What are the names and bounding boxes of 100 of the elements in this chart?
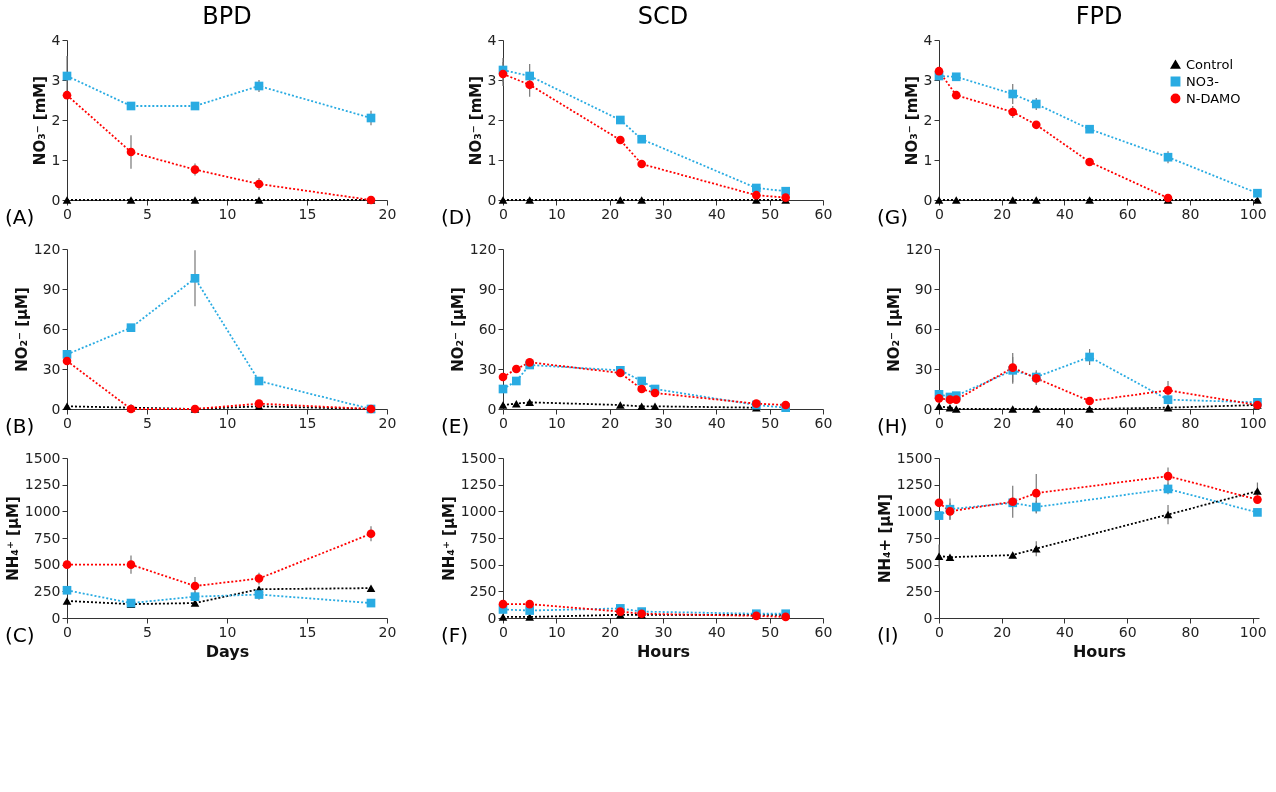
y-axis-title: NH₄+ [µM] bbox=[875, 493, 894, 584]
x-tick-label: 5 bbox=[143, 414, 152, 431]
text: (D) bbox=[441, 205, 473, 229]
x-tick-label: 60 bbox=[1118, 205, 1137, 222]
y-tick-label: 1000 bbox=[460, 502, 497, 519]
y-tick-label: 0 bbox=[487, 191, 497, 208]
chart-title: BPD bbox=[202, 2, 252, 30]
y-tick-label: 1250 bbox=[24, 476, 61, 493]
x-tick-label: 40 bbox=[1056, 623, 1074, 640]
y-axis-title: NH₄⁺ [µM] bbox=[3, 496, 22, 581]
x-tick-label: 60 bbox=[1118, 414, 1137, 431]
x-tick-label: 30 bbox=[654, 205, 673, 222]
y-tick-label: 60 bbox=[42, 320, 61, 337]
y-tick-label: 250 bbox=[905, 582, 933, 599]
x-tick-label: 60 bbox=[814, 205, 833, 222]
y-tick-label: 750 bbox=[905, 529, 933, 546]
x-axis-title: Hours bbox=[636, 641, 691, 661]
legend-label: N-DAMO bbox=[1186, 90, 1241, 106]
x-tick-label: 50 bbox=[761, 414, 780, 431]
x-tick-label: 20 bbox=[378, 205, 397, 222]
chart-title: FPD bbox=[1075, 2, 1123, 30]
y-tick-label: 0 bbox=[487, 609, 497, 626]
y-tick-label: 120 bbox=[905, 240, 933, 257]
y-tick-label: 0 bbox=[487, 400, 497, 417]
x-axis-title: Days bbox=[205, 641, 250, 661]
y-tick-label: 1000 bbox=[24, 502, 61, 519]
y-tick-label: 1250 bbox=[896, 476, 933, 493]
x-tick-label: 20 bbox=[993, 623, 1012, 640]
x-tick-label: 40 bbox=[1056, 414, 1074, 431]
x-axis-title: Hours bbox=[1072, 641, 1127, 661]
y-axis-title: NO₂⁻ [µM] bbox=[12, 287, 31, 372]
y-tick-label: 250 bbox=[33, 582, 61, 599]
text: (H) bbox=[877, 414, 908, 438]
x-tick-label: 100 bbox=[1239, 414, 1267, 431]
x-tick-label: 10 bbox=[547, 623, 566, 640]
x-tick-label: 10 bbox=[547, 414, 566, 431]
x-tick-label: 10 bbox=[218, 414, 237, 431]
x-tick-label: 20 bbox=[601, 623, 620, 640]
x-tick-label: 0 bbox=[63, 623, 72, 640]
y-tick-label: 3 bbox=[923, 71, 933, 88]
text: (B) bbox=[5, 414, 35, 438]
x-tick-label: 0 bbox=[63, 414, 72, 431]
y-axis-title: NO₃⁻ [mM] bbox=[30, 75, 49, 166]
y-axis-title: NH₄⁺ [µM] bbox=[439, 496, 458, 581]
y-tick-label: 0 bbox=[923, 609, 933, 626]
y-tick-label: 4 bbox=[487, 31, 497, 48]
x-tick-label: 80 bbox=[1181, 414, 1200, 431]
y-tick-label: 1000 bbox=[896, 502, 933, 519]
y-tick-label: 1 bbox=[487, 151, 497, 168]
x-tick-label: 20 bbox=[378, 623, 397, 640]
y-tick-label: 30 bbox=[478, 360, 497, 377]
x-tick-label: 0 bbox=[935, 205, 944, 222]
x-tick-label: 40 bbox=[1056, 205, 1074, 222]
y-tick-label: 2 bbox=[51, 111, 61, 128]
y-tick-label: 60 bbox=[478, 320, 497, 337]
y-tick-label: 1 bbox=[51, 151, 61, 168]
x-tick-label: 15 bbox=[298, 414, 317, 431]
y-tick-label: 4 bbox=[51, 31, 61, 48]
y-axis-title: NO₂⁻ [µM] bbox=[448, 287, 467, 372]
x-tick-label: 10 bbox=[218, 205, 237, 222]
y-tick-label: 60 bbox=[914, 320, 933, 337]
text: (F) bbox=[441, 623, 469, 647]
x-tick-label: 100 bbox=[1239, 623, 1267, 640]
x-tick-label: 20 bbox=[601, 414, 620, 431]
y-tick-label: 30 bbox=[42, 360, 61, 377]
y-tick-label: 2 bbox=[487, 111, 497, 128]
y-axis-title: NO₃⁻ [mM] bbox=[902, 75, 921, 166]
x-tick-label: 40 bbox=[707, 623, 726, 640]
y-tick-label: 4 bbox=[923, 31, 933, 48]
x-tick-label: 10 bbox=[547, 205, 566, 222]
y-tick-label: 90 bbox=[42, 280, 61, 297]
x-tick-label: 60 bbox=[814, 623, 833, 640]
y-tick-label: 1500 bbox=[896, 449, 933, 466]
x-tick-label: 20 bbox=[378, 414, 397, 431]
x-tick-label: 30 bbox=[654, 414, 673, 431]
x-tick-label: 20 bbox=[993, 414, 1012, 431]
x-tick-label: 40 bbox=[707, 414, 726, 431]
x-tick-label: 0 bbox=[499, 414, 508, 431]
x-tick-label: 15 bbox=[298, 623, 317, 640]
x-tick-label: 60 bbox=[814, 414, 833, 431]
x-tick-label: 5 bbox=[143, 623, 152, 640]
x-tick-label: 60 bbox=[1118, 623, 1137, 640]
y-tick-label: 1500 bbox=[24, 449, 61, 466]
x-tick-label: 80 bbox=[1181, 623, 1200, 640]
x-tick-label: 50 bbox=[761, 205, 780, 222]
x-tick-label: 0 bbox=[63, 205, 72, 222]
y-tick-label: 500 bbox=[905, 556, 933, 573]
x-tick-label: 20 bbox=[993, 205, 1012, 222]
text: (G) bbox=[877, 205, 909, 229]
y-tick-label: 3 bbox=[487, 71, 497, 88]
chart-title: SCD bbox=[637, 2, 689, 30]
x-tick-label: 100 bbox=[1239, 205, 1267, 222]
y-tick-label: 250 bbox=[469, 582, 497, 599]
y-tick-label: 1 bbox=[923, 151, 933, 168]
x-tick-label: 10 bbox=[218, 623, 237, 640]
y-tick-label: 1500 bbox=[460, 449, 497, 466]
y-tick-label: 0 bbox=[51, 400, 61, 417]
y-tick-label: 30 bbox=[914, 360, 933, 377]
x-tick-label: 20 bbox=[601, 205, 620, 222]
text: (I) bbox=[877, 623, 899, 647]
